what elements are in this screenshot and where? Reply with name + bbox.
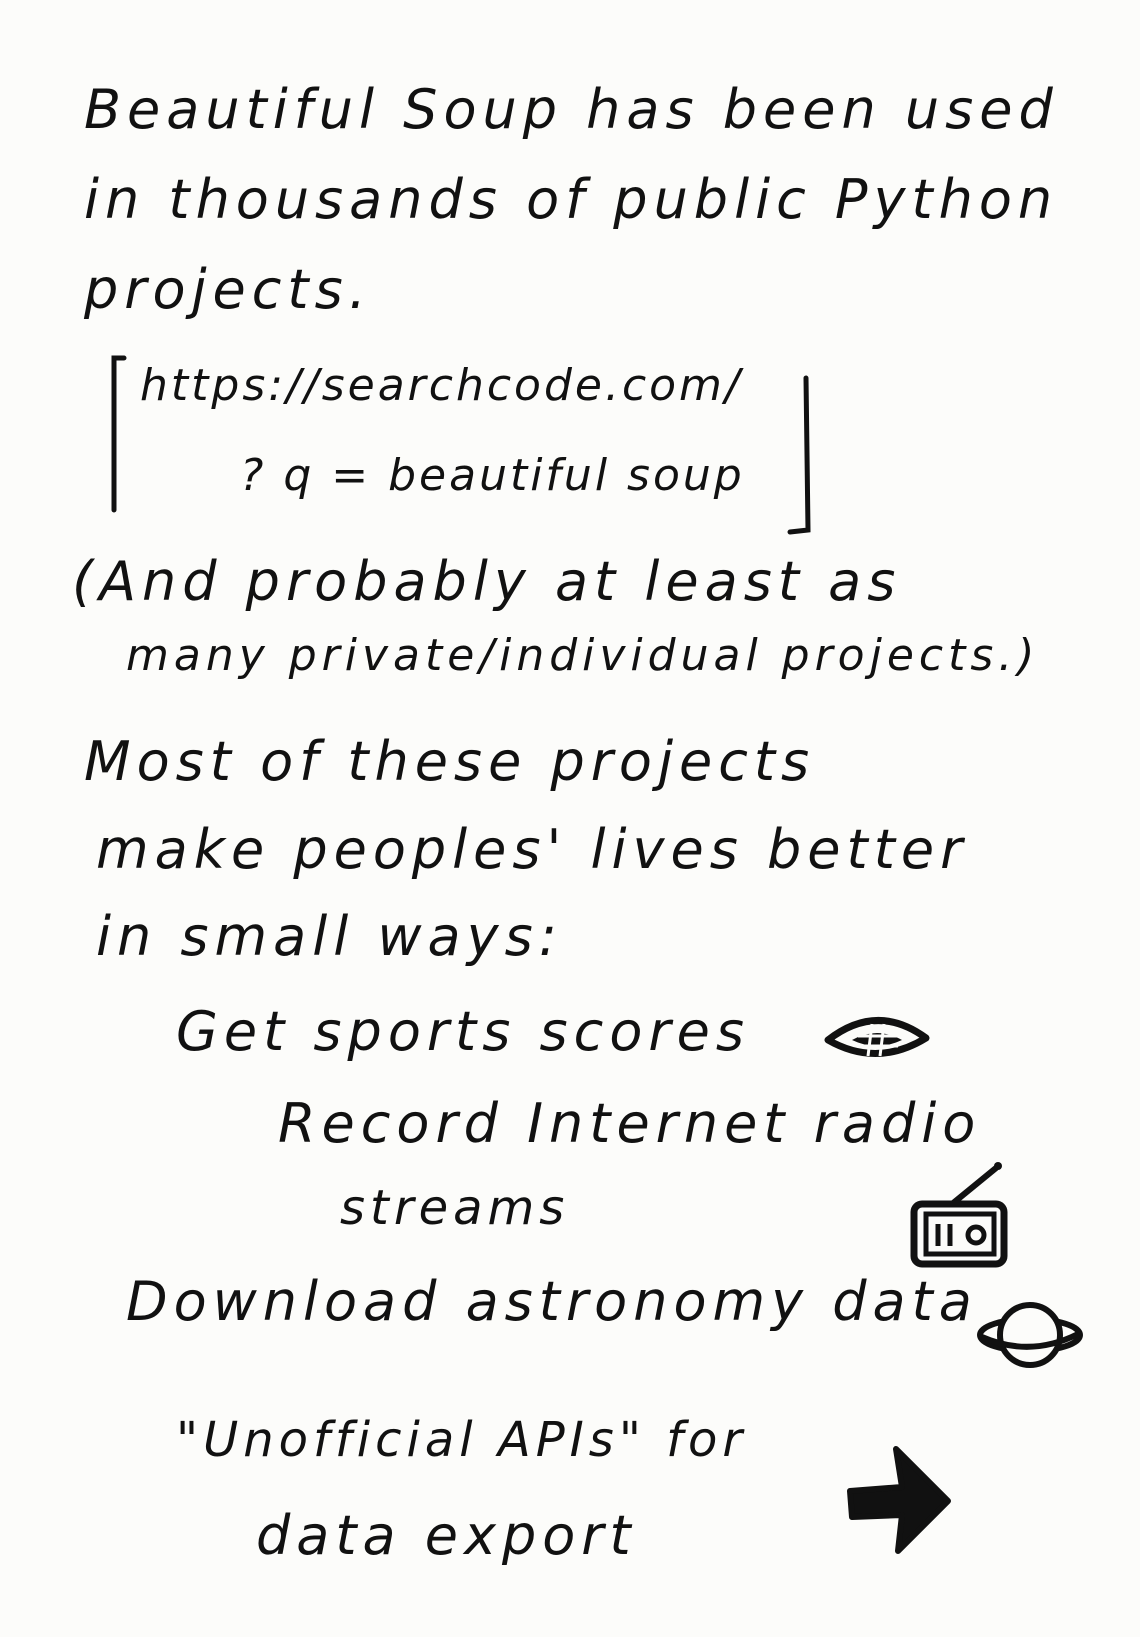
example-astronomy: Download astronomy data (126, 1270, 978, 1333)
eye-icon (824, 1017, 930, 1057)
example-radio-line-2: streams (340, 1180, 570, 1236)
citation-url-line-2: ? q = beautiful soup (240, 450, 745, 501)
example-api-line-1: "Unofficial APIs" for (176, 1412, 748, 1468)
arrow-right-icon (847, 1446, 951, 1554)
radio-icon (910, 1162, 1008, 1268)
example-sports: Get sports scores (176, 1000, 750, 1063)
intro-line-2: in thousands of public Python (84, 168, 1059, 231)
planet-icon (977, 1302, 1083, 1368)
claim-line-3: in small ways: (96, 905, 563, 968)
citation-url-line-1: https://searchcode.com/ (140, 360, 743, 411)
aside-line-1: (And probably at least as (72, 550, 902, 613)
citation-bracket (111, 355, 811, 535)
claim-line-2: make peoples' lives better (96, 818, 969, 881)
example-radio-line-1: Record Internet radio (278, 1092, 982, 1155)
claim-line-1: Most of these projects (84, 730, 816, 793)
example-api-line-2: data export (256, 1504, 637, 1567)
intro-line-1: Beautiful Soup has been used (84, 78, 1059, 141)
intro-line-3: projects. (84, 258, 372, 321)
aside-line-2: many private/individual projects.) (126, 630, 1040, 681)
